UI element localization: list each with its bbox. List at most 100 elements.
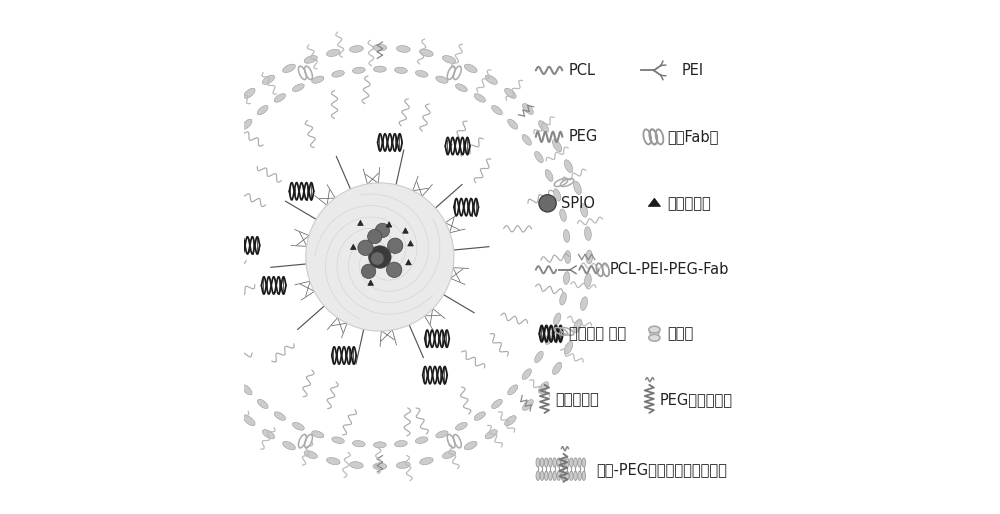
Text: PCL: PCL [569,63,596,78]
Ellipse shape [226,103,237,115]
Ellipse shape [217,152,225,163]
Ellipse shape [189,251,195,263]
Ellipse shape [492,399,502,409]
Polygon shape [350,244,356,250]
Text: 酶底物多肽: 酶底物多肽 [555,393,599,408]
Ellipse shape [563,230,570,242]
Ellipse shape [549,458,552,467]
Ellipse shape [535,351,543,362]
Ellipse shape [257,399,268,409]
Ellipse shape [262,75,275,84]
Polygon shape [386,222,392,227]
Ellipse shape [420,457,433,465]
Ellipse shape [283,64,295,72]
Ellipse shape [474,412,485,420]
Ellipse shape [178,320,186,333]
Ellipse shape [565,251,571,263]
Ellipse shape [569,458,573,467]
Ellipse shape [560,292,566,305]
Ellipse shape [569,471,573,481]
Ellipse shape [373,442,386,448]
Ellipse shape [207,333,215,344]
Ellipse shape [193,292,200,305]
Polygon shape [358,220,363,226]
Ellipse shape [244,88,255,98]
Ellipse shape [178,181,186,194]
Ellipse shape [228,369,238,379]
Ellipse shape [172,204,179,217]
Ellipse shape [464,442,477,450]
Ellipse shape [304,451,317,458]
Ellipse shape [168,273,175,287]
Ellipse shape [242,119,252,129]
Ellipse shape [574,458,577,467]
Polygon shape [648,198,661,207]
Circle shape [388,238,403,253]
Ellipse shape [242,385,252,395]
Ellipse shape [574,320,581,333]
Ellipse shape [455,84,467,91]
Ellipse shape [373,463,387,470]
Ellipse shape [312,76,324,83]
Ellipse shape [373,44,387,51]
Circle shape [539,195,556,212]
Circle shape [369,246,391,268]
Circle shape [375,223,390,237]
Ellipse shape [553,471,556,481]
Ellipse shape [304,56,317,63]
Ellipse shape [557,471,561,481]
Ellipse shape [485,430,497,439]
Ellipse shape [545,170,553,181]
Ellipse shape [211,382,221,393]
Ellipse shape [332,70,344,77]
Ellipse shape [474,94,485,102]
Ellipse shape [327,49,340,57]
Ellipse shape [190,230,196,242]
Ellipse shape [582,471,586,481]
Ellipse shape [544,471,548,481]
Text: PEG修饰的多肽: PEG修饰的多肽 [660,393,733,408]
Ellipse shape [574,471,577,481]
Ellipse shape [396,46,410,52]
Ellipse shape [485,75,497,84]
Polygon shape [406,260,411,265]
Ellipse shape [580,204,588,217]
Ellipse shape [464,64,477,72]
Circle shape [387,262,402,278]
Ellipse shape [540,471,544,481]
Ellipse shape [327,457,340,465]
Ellipse shape [332,437,344,444]
Ellipse shape [557,458,561,467]
Ellipse shape [395,67,407,74]
Ellipse shape [211,121,221,132]
Ellipse shape [283,442,295,450]
Ellipse shape [508,385,518,395]
Ellipse shape [544,458,548,467]
Text: PCL-PEI-PEG-Fab: PCL-PEI-PEG-Fab [610,262,729,277]
Ellipse shape [585,273,591,287]
Text: 小分子药物: 小分子药物 [668,196,711,211]
Ellipse shape [350,462,363,468]
Ellipse shape [442,451,456,458]
Ellipse shape [244,416,255,426]
Text: PEG: PEG [569,130,598,144]
Ellipse shape [522,135,531,145]
Ellipse shape [564,160,573,173]
Polygon shape [403,228,408,233]
Ellipse shape [312,431,324,438]
Ellipse shape [574,181,581,194]
Ellipse shape [649,335,660,341]
Ellipse shape [350,46,363,52]
Ellipse shape [535,152,543,163]
Ellipse shape [586,250,593,264]
Text: SPIO: SPIO [561,196,595,211]
Ellipse shape [420,49,433,57]
Ellipse shape [582,458,586,467]
Ellipse shape [167,250,174,264]
Ellipse shape [415,437,428,444]
Ellipse shape [492,105,502,115]
Ellipse shape [207,170,215,181]
Polygon shape [368,280,374,285]
Ellipse shape [580,297,588,310]
Ellipse shape [262,430,275,439]
